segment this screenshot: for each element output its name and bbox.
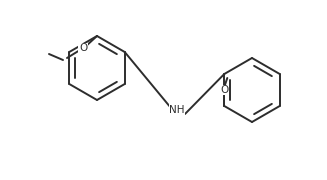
Text: O: O <box>79 43 87 53</box>
Text: NH: NH <box>169 105 185 115</box>
Text: O: O <box>220 85 229 95</box>
